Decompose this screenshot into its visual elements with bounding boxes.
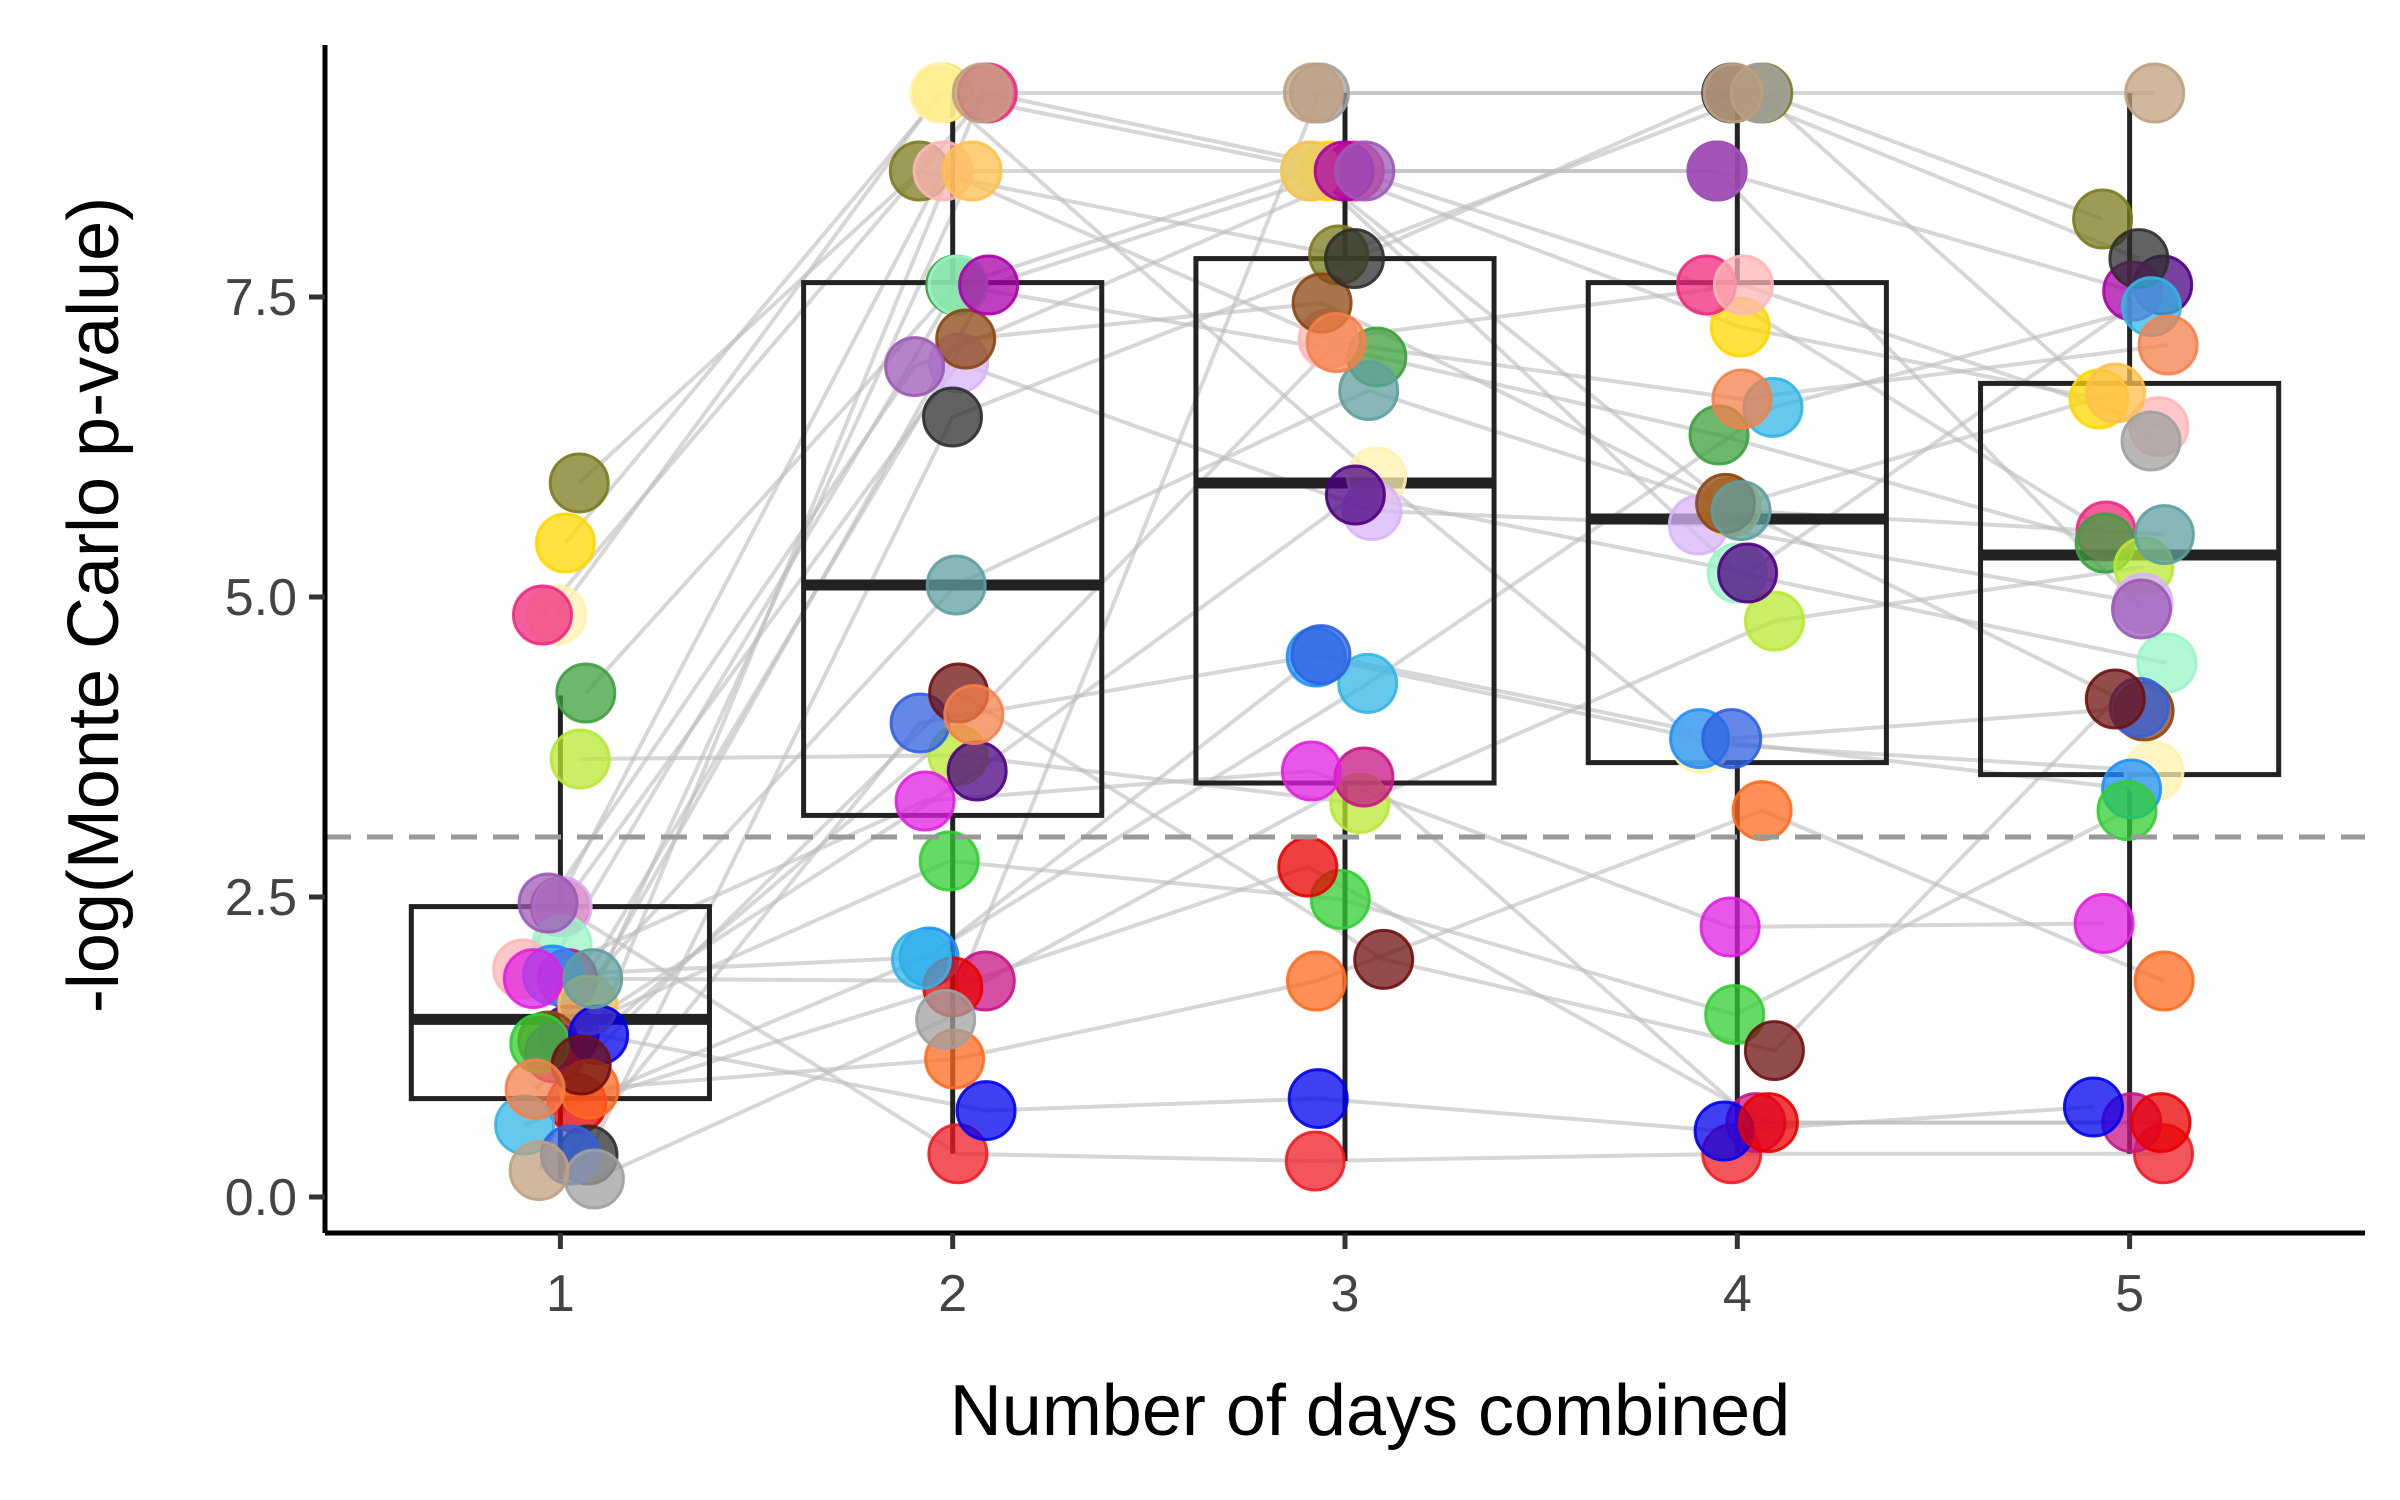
data-point	[1324, 464, 1386, 526]
data-point	[548, 452, 610, 514]
data-point	[2124, 62, 2186, 124]
data-point	[1710, 480, 1772, 542]
data-point	[1277, 836, 1339, 898]
y-tick-label: 0.0	[225, 1169, 297, 1227]
data-point	[517, 872, 579, 934]
data-point	[915, 988, 977, 1050]
data-point	[1353, 928, 1415, 990]
data-point	[1282, 62, 1344, 124]
data-point	[1284, 1130, 1346, 1192]
y-tick-label: 5.0	[225, 569, 297, 627]
data-point	[534, 512, 596, 574]
data-point	[918, 830, 980, 892]
data-point	[1737, 1092, 1799, 1154]
data-point	[1704, 984, 1766, 1046]
data-point	[2133, 950, 2195, 1012]
data-point	[562, 948, 624, 1010]
x-tick-label: 4	[1723, 1265, 1752, 1323]
x-axis-title: Number of days combined	[950, 1371, 1790, 1451]
data-point	[958, 254, 1020, 316]
x-tick-label: 3	[1331, 1265, 1360, 1323]
data-point	[1686, 140, 1748, 202]
data-point	[2133, 504, 2195, 566]
data-point	[1701, 708, 1763, 770]
data-point	[2063, 1076, 2124, 1138]
data-point	[549, 728, 611, 790]
data-point	[2130, 1092, 2192, 1154]
x-tick-label: 1	[546, 1265, 575, 1323]
data-point	[1338, 360, 1400, 422]
data-point	[925, 554, 987, 616]
data-points	[492, 62, 2199, 1210]
x-tick-label: 5	[2115, 1265, 2144, 1323]
y-tick-label: 7.5	[225, 269, 297, 327]
data-point	[890, 928, 952, 990]
data-point	[955, 1080, 1017, 1142]
data-point	[2096, 780, 2158, 842]
data-point	[884, 336, 946, 398]
data-point	[1702, 62, 1764, 124]
data-point	[1334, 140, 1396, 202]
data-point	[1711, 368, 1773, 430]
x-tick-label: 2	[938, 1265, 967, 1323]
data-point	[1717, 542, 1779, 604]
data-point	[1744, 590, 1805, 652]
data-point	[2085, 362, 2146, 424]
data-point	[1337, 652, 1399, 714]
data-point	[941, 140, 1003, 202]
data-point	[1305, 312, 1367, 374]
data-point	[563, 1148, 625, 1210]
data-point	[1280, 740, 1342, 802]
data-point	[2072, 188, 2134, 250]
data-point	[2073, 892, 2135, 954]
y-axis-title: -log(Monte Carlo p-value)	[54, 197, 134, 1013]
data-point	[1743, 1020, 1805, 1082]
data-point	[2111, 578, 2172, 640]
data-point	[894, 770, 956, 832]
data-point	[1712, 254, 1774, 316]
x-axis-ticks: 1 2 3 4 5	[546, 1233, 2144, 1323]
data-point	[1324, 228, 1385, 290]
data-point	[927, 1123, 989, 1185]
data-point	[922, 386, 983, 448]
data-point	[555, 662, 617, 724]
data-point	[946, 740, 1008, 802]
data-point	[512, 584, 573, 646]
y-axis-ticks: 0.0 2.5 5.0 7.5	[225, 269, 325, 1227]
data-point	[504, 1058, 566, 1120]
data-point	[951, 62, 1013, 124]
data-point	[1731, 780, 1793, 842]
data-point	[935, 308, 997, 370]
data-point	[502, 948, 564, 1010]
data-point	[2137, 314, 2199, 376]
y-tick-label: 2.5	[225, 869, 297, 927]
data-point	[1333, 746, 1395, 808]
data-point	[1290, 624, 1352, 686]
data-point	[2120, 410, 2182, 472]
data-point	[2084, 668, 2146, 730]
data-point	[1699, 896, 1761, 958]
data-point	[1286, 950, 1347, 1012]
data-point	[943, 684, 1005, 746]
data-point	[508, 1140, 570, 1202]
data-point	[1287, 1068, 1349, 1130]
